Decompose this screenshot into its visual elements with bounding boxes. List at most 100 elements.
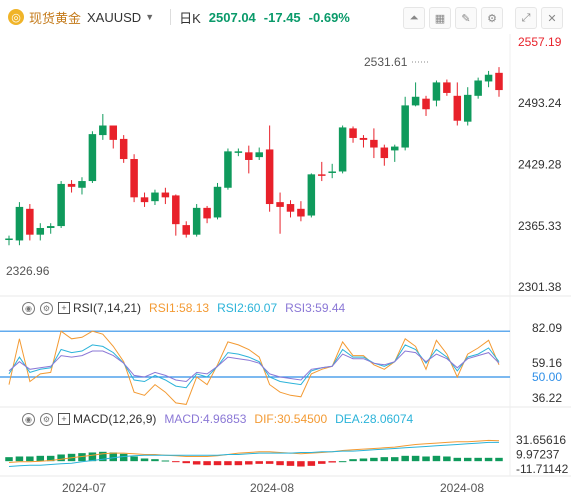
candle-body (255, 152, 263, 158)
rsi3-value: RSI3:59.44 (285, 301, 346, 315)
macd-histogram-bar (276, 461, 284, 466)
candle-down (119, 135, 128, 163)
candle-body (109, 125, 118, 140)
macd-histogram-bar (328, 461, 336, 463)
candle-down (26, 204, 34, 241)
rsi2-value: RSI2:60.07 (217, 301, 278, 315)
candlestick-series (5, 67, 503, 246)
macd-histogram-bar (495, 457, 503, 462)
candle-body (224, 151, 232, 188)
candle-up (255, 147, 263, 160)
candle-body (192, 207, 201, 235)
settings-icon[interactable]: ⚙ (40, 412, 53, 426)
candle-down (140, 192, 149, 207)
rsi-header: ◉ ⚙ + RSI(7,14,21) RSI1:58.13 RSI2:60.07… (22, 301, 345, 315)
visibility-eye-icon[interactable]: ◉ (22, 301, 35, 315)
candle-down (349, 126, 357, 143)
candle-down (109, 125, 118, 149)
time-axis: 2024-07 2024-08 2024-08 (62, 481, 484, 495)
candle-body (286, 204, 295, 212)
macd-histogram-bar (15, 456, 24, 462)
macd-histogram-bar (130, 456, 138, 462)
indicator-icon[interactable]: ▦ (429, 7, 451, 29)
time-axis-label: 2024-07 (62, 481, 106, 495)
visibility-eye-icon[interactable]: ◉ (22, 412, 35, 426)
candle-down (161, 187, 170, 205)
settings-icon[interactable]: ⚙ (481, 7, 503, 29)
macd-histogram-bar (203, 461, 211, 466)
price-axis-label: 2429.28 (518, 158, 562, 172)
candle-up (474, 77, 482, 99)
candle-body (318, 174, 326, 176)
candle-body (463, 94, 472, 122)
candle-body (57, 183, 65, 227)
macd-histogram-bar (286, 461, 295, 466)
candle-down (453, 82, 462, 126)
gold-coin-icon: ◎ (8, 9, 24, 25)
macd-histogram-bar (46, 455, 55, 462)
chart-type-icon[interactable]: ⏶ (403, 7, 425, 29)
candle-down (443, 79, 451, 96)
settings-icon[interactable]: ⚙ (40, 301, 53, 315)
candle-down (245, 145, 253, 174)
candle-body (453, 95, 462, 121)
chevron-down-icon[interactable]: ▼ (145, 12, 155, 22)
price-annotations: 2531.61 2326.96 (6, 55, 428, 278)
candle-down (130, 154, 138, 203)
candle-up (463, 87, 472, 126)
candle-body (265, 149, 274, 205)
candle-up (36, 223, 45, 241)
macd-histogram-bar (307, 461, 316, 466)
price-change-pct: -0.69% (308, 9, 350, 25)
price-axis: 2557.19 2493.24 2429.28 2365.33 2301.38 (518, 35, 562, 294)
last-price: 2507.04 (208, 9, 256, 25)
macd-histogram-bar (370, 457, 378, 462)
macd-title: MACD(12,26,9) (73, 412, 157, 426)
candle-up (484, 70, 493, 88)
collapse-icon[interactable]: + (58, 413, 70, 425)
collapse-icon[interactable]: + (58, 302, 70, 314)
rsi2-line (8, 344, 500, 389)
macd-histogram-bar (265, 461, 274, 464)
draw-icon[interactable]: ✎ (455, 7, 477, 29)
candle-body (78, 181, 86, 188)
candle-body (349, 128, 357, 138)
symbol-name[interactable]: 现货黄金 (29, 10, 82, 26)
macd-histogram-bar (453, 457, 462, 462)
candle-body (36, 227, 45, 235)
close-icon[interactable]: ✕ (541, 7, 563, 29)
rsi3-line (8, 350, 500, 383)
macd-histogram-bar (380, 457, 389, 462)
candle-up (411, 82, 420, 107)
candle-body (432, 82, 441, 101)
macd-dea-line (8, 441, 499, 467)
macd-axis-label: -11.71142 (516, 462, 569, 476)
macd-axis-label: 31.65616 (516, 433, 566, 447)
macd-histogram-bar (182, 461, 190, 464)
symbol-code[interactable]: XAUUSD (87, 9, 142, 25)
low-price-label: 2326.96 (6, 264, 50, 278)
toolbar: ⏶ ▦ ✎ ⚙ ⤢ ✕ (403, 7, 563, 29)
macd-axis-label: 9.97237 (516, 448, 560, 462)
period-selector[interactable]: 日K (179, 10, 201, 26)
candle-body (151, 192, 159, 202)
candle-body (130, 159, 138, 198)
macd-histogram-bar (26, 456, 34, 462)
macd-histogram-bar (224, 461, 232, 466)
candle-up (46, 223, 55, 234)
macd-histogram-bar (297, 461, 305, 467)
macd-histogram-bar (5, 457, 13, 462)
candle-body (359, 137, 368, 140)
macd-histogram-bar (213, 461, 222, 466)
rsi-axis-label: 50.00 (532, 370, 562, 384)
candle-up (338, 125, 347, 174)
candle-body (484, 74, 493, 82)
candle-up (192, 204, 201, 237)
candle-body (443, 82, 451, 93)
expand-icon[interactable]: ⤢ (515, 7, 537, 29)
candle-down (286, 200, 295, 218)
candle-body (245, 152, 253, 160)
